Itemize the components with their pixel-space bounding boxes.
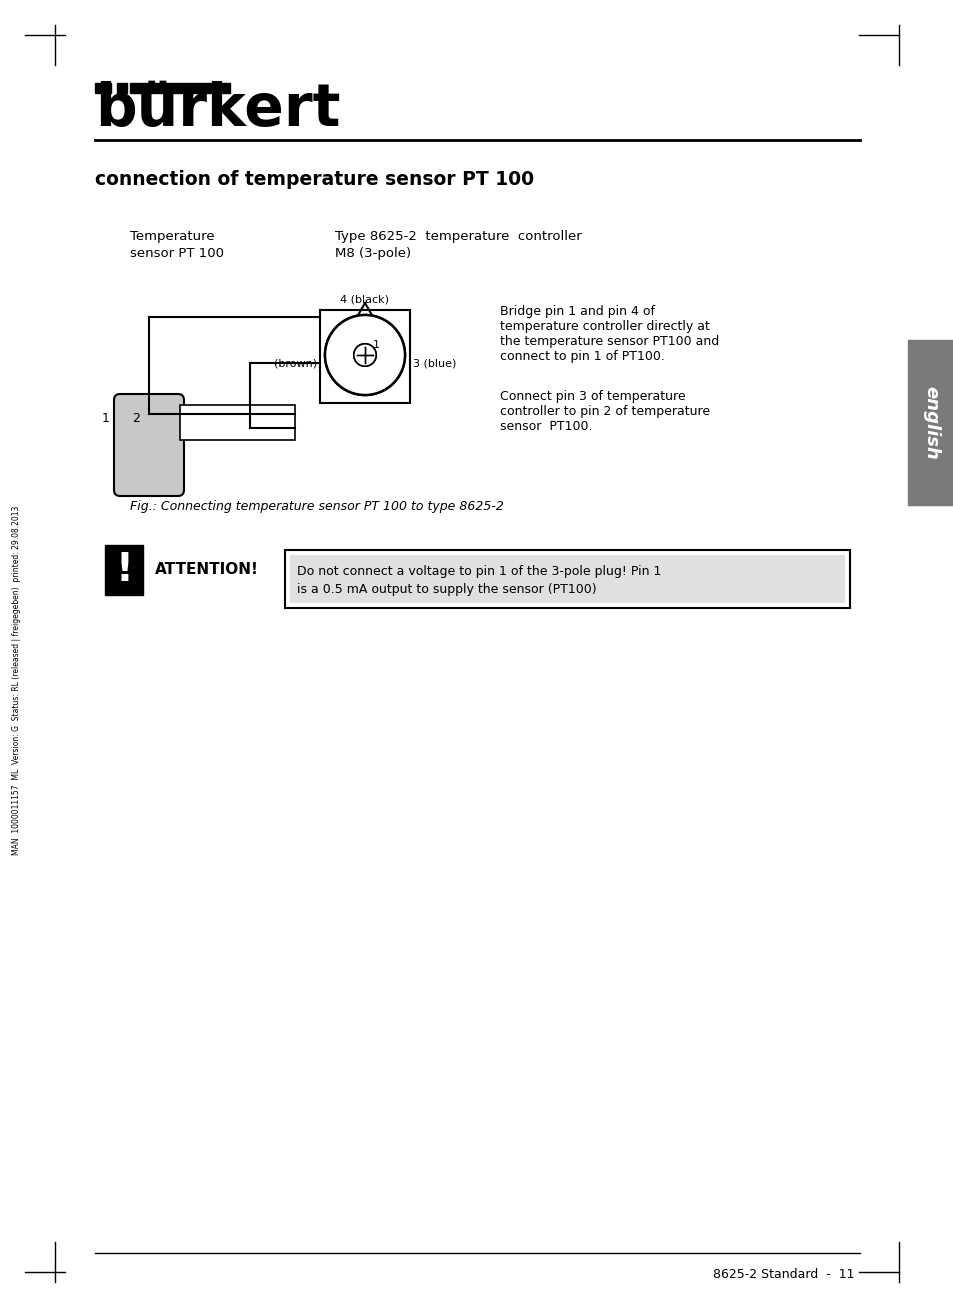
- Text: 8625-2 Standard  -  11: 8625-2 Standard - 11: [713, 1268, 854, 1281]
- Text: is a 0.5 mA output to supply the sensor (PT100): is a 0.5 mA output to supply the sensor …: [296, 583, 596, 596]
- Text: Temperature: Temperature: [130, 230, 214, 243]
- Text: connect to pin 1 of PT100.: connect to pin 1 of PT100.: [499, 350, 664, 363]
- Text: !: !: [115, 552, 132, 589]
- Bar: [285, 550, 849, 608]
- Circle shape: [354, 344, 375, 366]
- Text: Type 8625-2  temperature  controller: Type 8625-2 temperature controller: [335, 230, 581, 243]
- Bar: [290, 555, 844, 603]
- Bar: [319, 310, 410, 403]
- Text: sensor  PT100.: sensor PT100.: [499, 420, 592, 433]
- Text: the temperature sensor PT100 and: the temperature sensor PT100 and: [499, 335, 719, 348]
- Text: 4 (black): 4 (black): [340, 294, 389, 305]
- Text: english: english: [921, 386, 939, 460]
- Bar: [95, 84, 111, 93]
- Text: M8 (3-pole): M8 (3-pole): [335, 247, 411, 260]
- Text: controller to pin 2 of temperature: controller to pin 2 of temperature: [499, 405, 709, 418]
- Bar: [105, 545, 143, 595]
- Text: Fig.: Connecting temperature sensor PT 100 to type 8625-2: Fig.: Connecting temperature sensor PT 1…: [130, 501, 503, 514]
- Bar: [907, 340, 953, 505]
- Circle shape: [325, 315, 405, 395]
- Circle shape: [325, 315, 405, 395]
- Text: connection of temperature sensor PT 100: connection of temperature sensor PT 100: [95, 170, 534, 190]
- Text: 1: 1: [102, 412, 110, 425]
- Text: Bridge pin 1 and pin 4 of: Bridge pin 1 and pin 4 of: [499, 305, 655, 318]
- Text: bürkert: bürkert: [95, 81, 340, 139]
- Text: 2: 2: [132, 412, 140, 425]
- Text: sensor PT 100: sensor PT 100: [130, 247, 224, 260]
- Text: MAN  1000011157  ML  Version: G  Status: RL (released | freigegeben)  printed: 2: MAN 1000011157 ML Version: G Status: RL …: [12, 506, 22, 855]
- FancyBboxPatch shape: [113, 393, 184, 495]
- Text: (brown): (brown): [274, 358, 316, 369]
- Bar: [180, 405, 294, 440]
- Text: Connect pin 3 of temperature: Connect pin 3 of temperature: [499, 389, 685, 403]
- Bar: [130, 84, 230, 93]
- Text: 1: 1: [373, 340, 379, 350]
- Text: temperature controller directly at: temperature controller directly at: [499, 320, 709, 333]
- Text: ATTENTION!: ATTENTION!: [154, 562, 258, 578]
- Text: Do not connect a voltage to pin 1 of the 3-pole plug! Pin 1: Do not connect a voltage to pin 1 of the…: [296, 566, 660, 579]
- Bar: [117, 84, 127, 93]
- Circle shape: [354, 344, 375, 366]
- Text: 3 (blue): 3 (blue): [413, 358, 456, 369]
